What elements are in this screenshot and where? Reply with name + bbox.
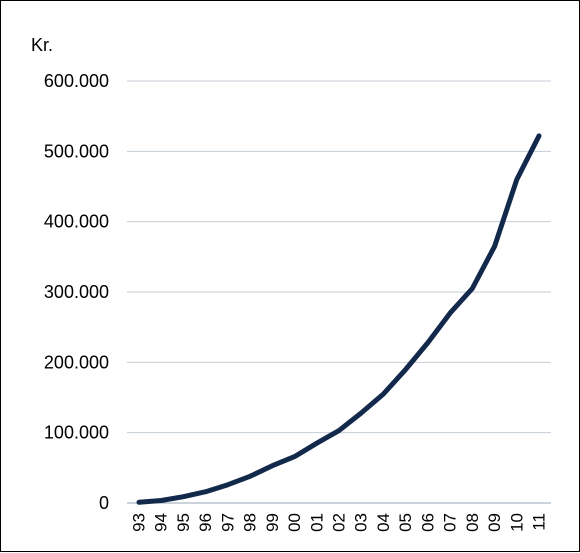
y-tick-label: 500.000 [44, 141, 109, 161]
x-tick-label: 06 [418, 513, 437, 532]
x-tick-label: 00 [285, 513, 304, 532]
y-tick-label: 600.000 [44, 71, 109, 91]
x-tick-label: 94 [152, 513, 171, 532]
x-tick-label: 08 [463, 513, 482, 532]
y-tick-label: 300.000 [44, 282, 109, 302]
x-tick-label: 11 [530, 513, 549, 531]
x-tick-label: 01 [307, 513, 326, 532]
x-tick-label: 09 [485, 513, 504, 532]
y-tick-label: 400.000 [44, 212, 109, 232]
x-tick-label: 05 [396, 513, 415, 532]
y-tick-label: 0 [99, 493, 109, 513]
x-tick-label: 99 [263, 513, 282, 532]
x-tick-label: 96 [196, 513, 215, 532]
y-tick-label: 200.000 [44, 352, 109, 372]
x-tick-label: 97 [218, 513, 237, 532]
series-line [136, 133, 542, 505]
y-tick-label: 100.000 [44, 423, 109, 443]
x-tick-label: 98 [241, 513, 260, 532]
x-tick-label: 04 [374, 513, 393, 532]
x-tick-label: 03 [352, 513, 371, 532]
x-tick-label: 07 [441, 513, 460, 532]
x-tick-label: 93 [130, 513, 149, 532]
x-tick-label: 95 [174, 513, 193, 532]
x-tick-label: 02 [330, 513, 349, 532]
x-tick-label: 10 [507, 513, 526, 532]
y-unit-label: Kr. [31, 35, 53, 55]
